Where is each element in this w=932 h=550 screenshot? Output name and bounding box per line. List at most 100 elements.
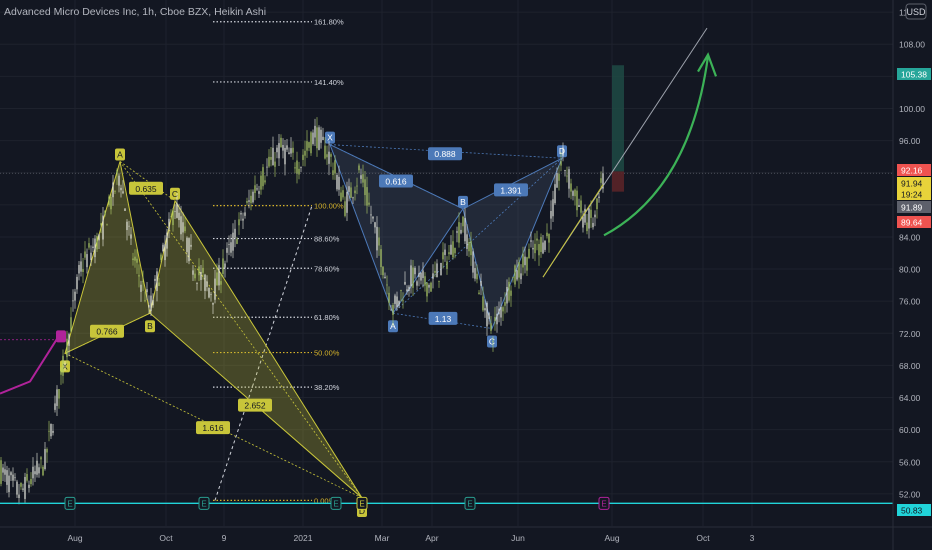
pattern-ratio-label: 0.766 [96,327,118,337]
candle-body [444,249,446,255]
price-marker-label: 19:24 [901,190,923,200]
earnings-event-marker[interactable]: E [64,496,76,510]
candle-body [600,178,602,183]
event-badge [464,496,476,510]
candle-body [78,265,80,274]
candle-body [416,281,418,286]
pattern-ratio-label: 0.635 [135,184,157,194]
pattern-ratio-badge [238,398,272,412]
fib-label: 38.20% [314,383,340,392]
earnings-event-marker[interactable]: E [198,496,210,510]
earnings-event-marker[interactable]: E [598,496,610,510]
x-tick-label: Oct [696,533,710,543]
magenta-marker [56,330,66,343]
candle-body [562,147,564,156]
price-marker-badge [897,188,931,200]
pattern-point-label: D [359,506,365,516]
pattern-point-label: D [559,146,565,156]
candle-body [52,430,54,433]
candle-body [336,174,338,190]
candle-body [442,252,444,260]
candle-body [290,148,292,154]
y-tick-label: 100.00 [899,104,925,114]
earnings-event-marker[interactable]: E [330,496,342,510]
candle-body [130,234,132,239]
candle-body [188,238,190,262]
pattern-ratio-badge [129,181,163,195]
candle-body [10,472,12,476]
candle-body [474,268,476,279]
candle-body [532,247,534,250]
event-markers[interactable]: E E E EE E [0,496,893,510]
price-axis[interactable]: 112.00108.00104.00100.0096.0092.0088.008… [892,0,932,550]
candle-body [520,273,522,280]
candle-body [272,147,274,166]
price-marker-label: 92.16 [901,166,923,176]
fib-label: 61.80% [314,313,340,322]
candle-body [384,276,386,279]
time-axis[interactable]: Aug Oct 9 2021 Mar Apr Jun Aug Oct 3 [0,526,932,543]
pattern-point-label: A [117,149,123,159]
candle-body [134,256,136,261]
candle-body [92,246,94,249]
candle-body [16,481,18,495]
candle-body [254,185,256,194]
candle-body [530,240,532,242]
candle-body [414,267,416,275]
candle-body [232,232,234,251]
event-label: E [359,499,364,508]
y-tick-label: 72.00 [899,329,921,339]
candle-body [46,448,48,453]
pattern-point-badge [145,320,155,333]
candle-body [556,173,558,188]
earnings-event-marker[interactable]: E [464,496,476,510]
candle-body [558,173,560,181]
currency-button[interactable]: USD [905,3,927,20]
x-tick-label: Oct [159,533,173,543]
candle-body [238,219,240,226]
event-badge [64,496,76,510]
candle-body [106,224,108,226]
candle-body [546,232,548,237]
candle-body [450,244,452,255]
candle-body [428,284,430,288]
earnings-event-marker[interactable]: E [356,496,368,510]
candle-body [510,290,512,296]
candle-body [380,249,382,268]
candle-body [184,226,186,232]
candle-body [568,169,570,189]
candle-body [316,127,318,149]
candle-body [222,258,224,275]
candle-body [48,430,50,432]
candle-body [160,254,162,260]
candle-body [196,283,198,284]
candle-body [330,154,332,157]
candle-body [334,160,336,174]
candle-body [152,299,154,306]
pattern-ratio-badge [379,174,413,188]
candle-body [268,156,270,167]
candle-body [56,389,58,406]
candle-body [602,173,604,189]
candle-body [344,201,346,216]
price-marker-label: 91.89 [901,203,923,213]
candle-body [488,313,490,319]
candle-body [536,238,538,241]
candle-body [490,323,492,331]
candle-body [378,237,380,246]
candle-body [392,304,394,315]
candle-body [590,209,592,218]
candle-body [150,295,152,312]
candle-body [430,282,432,292]
pattern-point-badge [557,145,567,158]
candle-body [14,477,16,479]
pattern-point-badge [115,148,125,161]
candle-body [226,247,228,253]
chart-title: Advanced Micro Devices Inc, 1h, Cboe BZX… [4,6,266,18]
x-tick-label: Jun [511,533,525,543]
candle-body [398,300,400,306]
candle-body [492,340,494,342]
candle-body [360,175,362,179]
